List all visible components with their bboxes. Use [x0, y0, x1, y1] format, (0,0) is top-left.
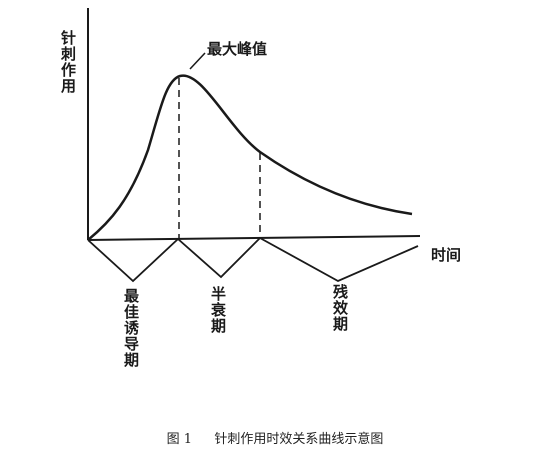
half-life-phase-triangle [177, 237, 261, 279]
effect-curve [87, 74, 413, 241]
x-axis-label: 时间 [431, 246, 462, 264]
figure-caption: 图 1 针刺作用时效关系曲线示意图 [0, 428, 550, 447]
peak-label: 最大峰值 [207, 40, 268, 58]
phase-label-half-life: 半衰期 [209, 286, 227, 334]
peak-leader-line [189, 52, 206, 70]
y-axis-label: 针刺作用 [59, 30, 77, 94]
caption-number: 图 1 [166, 432, 193, 447]
x-axis [87, 235, 421, 241]
caption-text: 针刺作用时效关系曲线示意图 [214, 432, 384, 447]
residual-phase-triangle [259, 237, 419, 283]
phase-label-induction: 最佳诱导期 [122, 288, 140, 368]
phase-label-residual: 残效期 [331, 284, 349, 332]
induction-phase-triangle [87, 238, 179, 283]
